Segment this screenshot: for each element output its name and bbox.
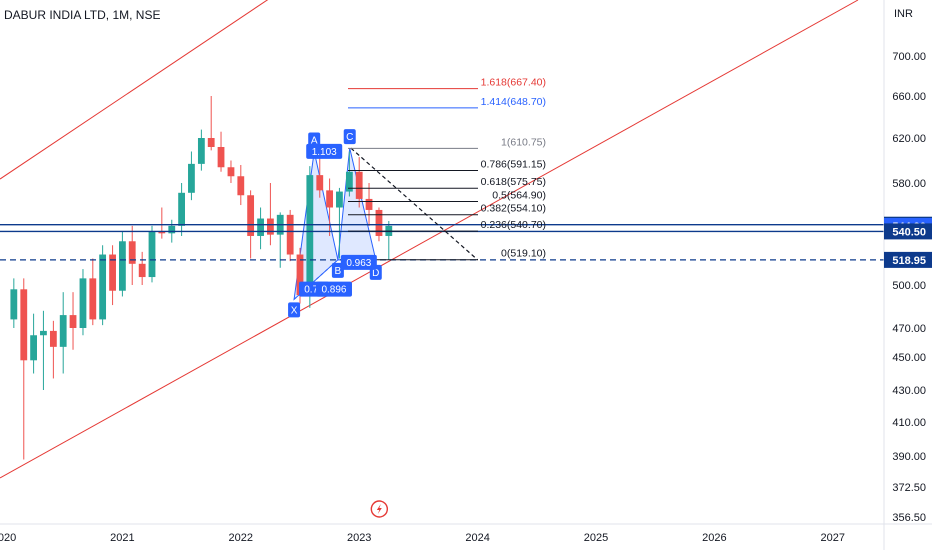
candle-up[interactable]	[336, 191, 343, 208]
price-badge	[884, 223, 932, 240]
x-tick-label: 2027	[821, 532, 845, 544]
candle-down[interactable]	[207, 138, 215, 147]
bolt-icon-glyph	[376, 504, 382, 514]
fib-level-label: 0.236(540.70)	[481, 219, 546, 231]
x-tick-label: 2025	[584, 532, 608, 544]
candle-up[interactable]	[188, 163, 195, 193]
pattern-point-badge[interactable]	[308, 132, 321, 148]
candle-down[interactable]	[365, 198, 373, 210]
candle-down[interactable]	[69, 315, 77, 328]
x-tick-label: 2026	[702, 532, 726, 544]
x-tick-label: 2021	[110, 532, 134, 544]
candle-down[interactable]	[138, 263, 146, 278]
price-badge-label: 518.95	[892, 255, 926, 267]
candle-up[interactable]	[168, 225, 176, 234]
candle-up[interactable]	[178, 192, 185, 226]
candle-down[interactable]	[286, 214, 294, 255]
candle-up[interactable]	[197, 138, 205, 164]
candle-up[interactable]	[79, 278, 87, 328]
candle-up[interactable]	[345, 171, 353, 192]
y-tick-label: 372.50	[892, 482, 926, 494]
fib-level-label: 0.618(575.75)	[481, 176, 546, 188]
fib-level-label: 1(610.75)	[501, 136, 546, 148]
pattern-ratio-badge[interactable]	[306, 143, 343, 159]
y-tick-label: 410.00	[892, 417, 926, 429]
chart-title: DABUR INDIA LTD, 1M, NSE	[4, 8, 161, 22]
price-badge	[884, 251, 932, 268]
y-tick-label: 450.00	[892, 352, 926, 364]
candle-up[interactable]	[306, 175, 314, 296]
candle-down[interactable]	[316, 175, 324, 191]
pattern-point-label: A	[311, 136, 318, 147]
candle-down[interactable]	[49, 330, 57, 347]
candle-down[interactable]	[109, 254, 116, 291]
candle-down[interactable]	[375, 209, 383, 236]
x-tick-label: 2024	[465, 532, 489, 544]
x-tick-label: 2022	[229, 532, 253, 544]
candle-down[interactable]	[128, 241, 136, 264]
candle-up[interactable]	[30, 335, 37, 361]
pattern-point-badge[interactable]	[343, 129, 356, 145]
y-tick-label: 580.00	[892, 178, 926, 190]
candle-up[interactable]	[40, 330, 47, 336]
y-tick-label: 390.00	[892, 451, 926, 463]
pattern-ratio-label: 0.896	[321, 285, 346, 296]
y-tick-label: 620.00	[892, 133, 926, 145]
candle-down[interactable]	[267, 218, 274, 235]
x-tick-label: 2023	[347, 532, 371, 544]
pattern-point-label: C	[346, 132, 353, 143]
fib-level-label: 0.382(554.10)	[481, 203, 546, 215]
y-tick-label: 470.00	[892, 323, 926, 335]
y-tick-label: 500.00	[892, 280, 926, 292]
pattern-point-badge[interactable]	[288, 302, 301, 318]
fib-level-label: 1.414(648.70)	[481, 96, 546, 108]
projection-dashed-line[interactable]	[350, 147, 478, 261]
channel-upper-line[interactable]	[0, 0, 386, 180]
candle-down[interactable]	[217, 147, 225, 168]
pattern-ratio-label: 0.963	[346, 258, 371, 269]
pattern-ratio-label: 1.103	[312, 147, 337, 158]
candle-up[interactable]	[257, 218, 264, 236]
harmonic-xb-diagonal	[293, 259, 339, 300]
price-badge-label: 540.50	[892, 226, 926, 238]
y-tick-label: 356.50	[892, 512, 926, 524]
candle-down[interactable]	[158, 232, 166, 234]
candle-down[interactable]	[227, 167, 235, 177]
fib-level-label: 0.5(564.90)	[492, 189, 546, 201]
pattern-ratio-badge[interactable]	[315, 281, 352, 297]
y-tick-label: 430.00	[892, 385, 926, 397]
candle-down[interactable]	[247, 195, 255, 236]
candle-down[interactable]	[326, 190, 333, 208]
candle-down[interactable]	[296, 254, 304, 296]
candle-up[interactable]	[10, 289, 18, 320]
pattern-point-label: X	[291, 305, 298, 316]
fib-level-label: 1.618(667.40)	[481, 77, 546, 89]
fib-level-label: 0.786(591.15)	[481, 158, 546, 170]
pattern-ratio-label: 0.71	[304, 285, 324, 296]
y-tick-label: 660.00	[892, 91, 926, 103]
fib-level-label: 0(519.10)	[501, 248, 546, 260]
candle-down[interactable]	[89, 278, 97, 320]
candle-up[interactable]	[119, 241, 126, 291]
candle-down[interactable]	[20, 289, 28, 361]
channel-lower-line[interactable]	[0, 0, 859, 479]
pattern-ratio-badge[interactable]	[340, 254, 377, 270]
candle-up[interactable]	[59, 315, 67, 347]
candle-up[interactable]	[99, 254, 107, 320]
candle-up[interactable]	[148, 232, 156, 278]
y-tick-label: 700.00	[892, 51, 926, 63]
candle-down[interactable]	[355, 171, 363, 199]
price-axis-unit: INR	[894, 8, 913, 20]
candle-down[interactable]	[237, 176, 245, 196]
pattern-point-label: B	[335, 266, 342, 277]
harmonic-xab-triangle[interactable]	[293, 151, 339, 301]
pattern-point-label: D	[372, 268, 379, 279]
